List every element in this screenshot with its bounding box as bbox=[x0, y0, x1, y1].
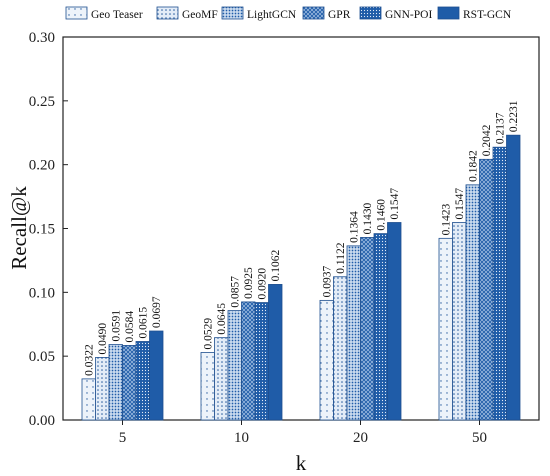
x-tick-label: 10 bbox=[234, 430, 249, 446]
bar-gnn-poi-k50 bbox=[492, 146, 507, 421]
data-label: 0.0529 bbox=[203, 318, 215, 350]
data-label: 0.1460 bbox=[376, 199, 388, 231]
bar-gnn-poi-k10 bbox=[254, 302, 269, 421]
legend-label: GeoMF bbox=[182, 9, 218, 21]
y-axis-title: Recall@k bbox=[7, 186, 31, 270]
bar-geomf-k20 bbox=[333, 276, 348, 421]
bar-rst-gcn-k5 bbox=[149, 330, 164, 421]
x-tick-label: 50 bbox=[472, 430, 487, 446]
legend-label: Geo Teaser bbox=[91, 9, 143, 21]
data-label: 0.0925 bbox=[243, 267, 255, 299]
data-label: 0.1122 bbox=[335, 242, 347, 273]
data-label: 0.0937 bbox=[322, 266, 334, 298]
data-label: 0.2137 bbox=[495, 112, 507, 144]
data-label: 0.0490 bbox=[97, 323, 109, 355]
legend-swatch bbox=[156, 6, 179, 20]
bar-gpr-k5 bbox=[122, 345, 137, 421]
bar-gpr-k50 bbox=[479, 158, 494, 421]
x-tick-label: 20 bbox=[353, 430, 368, 446]
bar-rst-gcn-k10 bbox=[268, 284, 283, 421]
bar-geomf-k50 bbox=[452, 222, 467, 421]
y-tick-label: 0.00 bbox=[29, 413, 55, 429]
bar-lightgcn-k5 bbox=[108, 344, 123, 421]
data-label: 0.1062 bbox=[270, 250, 282, 282]
legend-swatch bbox=[437, 6, 460, 20]
legend: Geo Teaser GeoMF LightGCN GPR GNN-POI RST-GCN bbox=[65, 6, 512, 21]
data-label: 0.0615 bbox=[138, 307, 150, 339]
bar-geomf-k5 bbox=[95, 357, 110, 421]
bar-geomf-k10 bbox=[214, 337, 229, 421]
data-label: 0.0322 bbox=[84, 344, 96, 376]
x-tick-label: 5 bbox=[119, 430, 127, 446]
x-axis-title: k bbox=[296, 451, 307, 475]
data-label: 0.1364 bbox=[349, 211, 361, 243]
bar-lightgcn-k10 bbox=[227, 310, 242, 421]
data-label: 0.0920 bbox=[257, 268, 269, 300]
data-label: 0.0591 bbox=[111, 310, 123, 342]
data-label: 0.0645 bbox=[216, 303, 228, 335]
data-label: 0.0584 bbox=[124, 311, 136, 343]
data-label: 0.2231 bbox=[508, 100, 520, 132]
data-label: 0.1547 bbox=[454, 188, 466, 220]
legend-label: RST-GCN bbox=[463, 9, 512, 21]
data-label: 0.2042 bbox=[481, 124, 493, 156]
y-tick-label: 0.20 bbox=[29, 158, 55, 174]
bar-groups bbox=[81, 134, 521, 421]
data-label: 0.1842 bbox=[468, 150, 480, 182]
legend-swatch bbox=[302, 6, 325, 20]
data-label: 0.1547 bbox=[389, 188, 401, 220]
data-label: 0.1430 bbox=[362, 203, 374, 235]
legend-swatch bbox=[359, 6, 382, 20]
data-label: 0.1423 bbox=[441, 203, 453, 235]
bar-rst-gcn-k50 bbox=[506, 134, 521, 421]
x-axis-ticks: 5 10 20 50 bbox=[119, 420, 487, 446]
data-label: 0.0857 bbox=[230, 276, 242, 308]
y-tick-label: 0.15 bbox=[29, 222, 55, 238]
legend-swatch bbox=[221, 6, 244, 20]
bar-lightgcn-k50 bbox=[465, 184, 480, 421]
legend-label: GPR bbox=[328, 9, 351, 21]
bar-geo-teaser-k5 bbox=[81, 378, 96, 421]
data-label: 0.0697 bbox=[151, 296, 163, 328]
bar-geo-teaser-k20 bbox=[319, 299, 334, 421]
y-tick-label: 0.05 bbox=[29, 349, 55, 365]
legend-swatch bbox=[65, 6, 88, 20]
y-axis-ticks: 0.00 0.05 0.10 0.15 0.20 0.25 0.30 bbox=[29, 30, 68, 429]
bar-gpr-k20 bbox=[360, 237, 375, 421]
bar-gpr-k10 bbox=[241, 301, 256, 421]
y-tick-label: 0.30 bbox=[29, 30, 55, 46]
legend-label: LightGCN bbox=[247, 9, 297, 21]
bar-gnn-poi-k20 bbox=[373, 233, 388, 421]
bar-gnn-poi-k5 bbox=[135, 341, 150, 421]
legend-label: GNN-POI bbox=[385, 9, 432, 21]
bar-geo-teaser-k10 bbox=[200, 352, 215, 421]
bar-lightgcn-k20 bbox=[346, 245, 361, 421]
y-tick-label: 0.25 bbox=[29, 94, 55, 110]
bar-rst-gcn-k20 bbox=[387, 222, 402, 421]
bar-geo-teaser-k50 bbox=[438, 237, 453, 421]
y-tick-label: 0.10 bbox=[29, 285, 55, 301]
